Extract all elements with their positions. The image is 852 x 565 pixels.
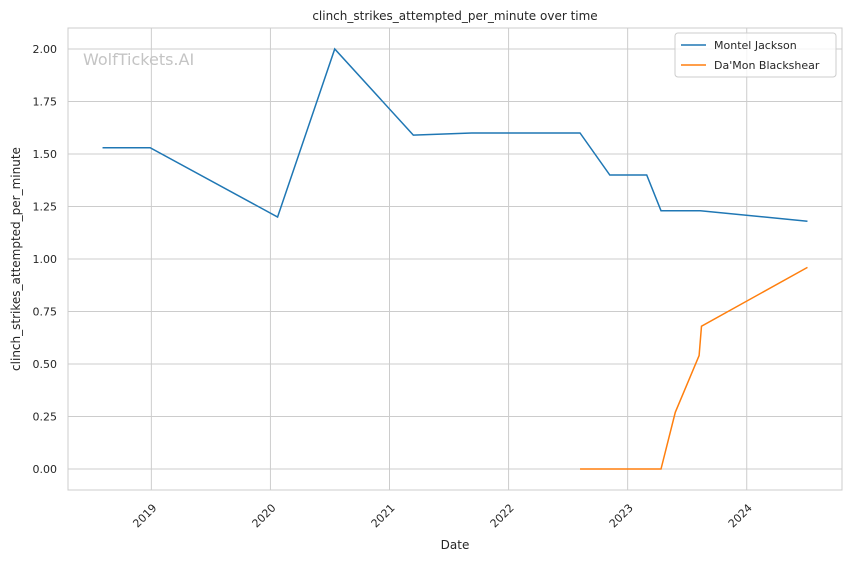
x-tick-label: 2020 [250, 501, 279, 530]
plot-frame [67, 27, 843, 491]
y-tick-label: 1.50 [33, 148, 58, 161]
x-tick-label: 2024 [726, 501, 755, 530]
y-axis-label: clinch_strikes_attempted_per_minute [9, 147, 23, 371]
y-tick-label: 1.25 [33, 201, 58, 214]
x-axis-label: Date [441, 538, 470, 552]
x-tick-label: 2019 [130, 501, 159, 530]
watermark: WolfTickets.AI [83, 50, 194, 69]
y-tick-label: 0.25 [33, 411, 58, 424]
series-line-0 [102, 47, 808, 222]
y-tick-label: 0.50 [33, 358, 58, 371]
x-tick-label: 2021 [369, 501, 398, 530]
y-tick-label: 1.75 [33, 96, 58, 109]
x-tick-label: 2023 [607, 501, 636, 530]
y-tick-label: 1.00 [33, 253, 58, 266]
legend-label: Da'Mon Blackshear [714, 59, 820, 72]
y-tick-label: 2.00 [33, 43, 58, 56]
legend: Montel Jackson Da'Mon Blackshear [674, 32, 837, 78]
legend-label: Montel Jackson [714, 39, 797, 52]
chart-title: clinch_strikes_attempted_per_minute over… [312, 9, 597, 23]
y-tick-label: 0.00 [33, 463, 58, 476]
y-tick-label: 0.75 [33, 306, 58, 319]
series-line-1 [580, 266, 808, 470]
x-tick-label: 2022 [488, 501, 517, 530]
